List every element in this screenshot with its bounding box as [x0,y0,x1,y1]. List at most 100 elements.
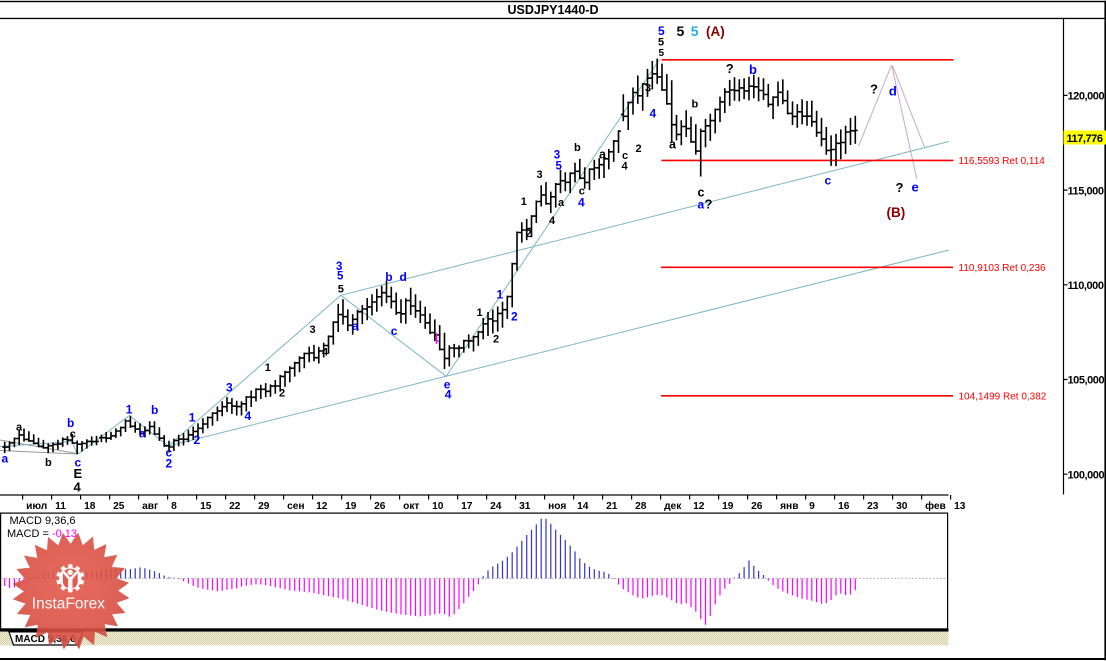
svg-text:5: 5 [691,23,699,39]
svg-text:c: c [579,185,585,197]
svg-text:4: 4 [549,215,556,227]
svg-text:30: 30 [896,501,908,512]
svg-text:23: 23 [867,501,879,512]
svg-text:a: a [558,197,565,209]
svg-text:a: a [352,319,359,333]
svg-text:USDJPY1440-D: USDJPY1440-D [507,3,598,17]
svg-text:4: 4 [74,480,82,495]
svg-text:?: ? [726,61,734,76]
svg-text:105,000: 105,000 [1068,375,1105,387]
svg-text:4: 4 [445,388,452,402]
svg-text:d: d [889,84,897,99]
svg-text:b: b [385,270,392,284]
svg-text:15: 15 [200,501,212,512]
svg-text:3: 3 [336,261,342,273]
svg-text:28: 28 [635,501,647,512]
svg-text:1: 1 [497,288,504,302]
svg-text:a: a [669,138,677,152]
svg-text:c: c [75,456,82,470]
svg-text:2: 2 [526,228,532,240]
svg-text:100,000: 100,000 [1068,469,1105,481]
svg-text:5: 5 [677,23,685,39]
svg-text:3: 3 [226,380,233,394]
svg-text:5: 5 [556,161,563,173]
svg-text:25: 25 [113,501,125,512]
svg-text:9: 9 [809,501,815,512]
svg-text:1: 1 [477,307,483,319]
svg-text:11: 11 [55,501,66,512]
svg-text:e: e [912,180,919,195]
svg-text:2: 2 [493,334,499,346]
svg-text:5: 5 [659,48,665,59]
svg-text:18: 18 [84,501,96,512]
svg-text:2: 2 [194,433,201,447]
svg-text:19: 19 [345,501,357,512]
svg-text:b: b [749,62,757,77]
svg-text:d: d [400,270,407,284]
svg-text:17: 17 [461,501,473,512]
svg-text:InstaForex: InstaForex [32,596,105,613]
svg-text:a: a [139,427,146,441]
svg-text:110,000: 110,000 [1068,280,1104,292]
svg-text:8: 8 [171,501,177,512]
svg-text:5: 5 [658,36,664,48]
svg-text:12: 12 [316,501,328,512]
svg-text:b: b [574,142,581,154]
svg-text:MACD = -0,13: MACD = -0,13 [7,528,77,540]
svg-text:22: 22 [229,501,241,512]
svg-text:b: b [151,403,158,417]
svg-text:3: 3 [537,169,543,181]
svg-text:16: 16 [838,501,850,512]
svg-text:29: 29 [258,501,270,512]
svg-text:c: c [825,174,832,188]
svg-text:MACD 9,36,6: MACD 9,36,6 [15,634,76,645]
svg-text:13: 13 [954,501,966,512]
svg-text:4: 4 [245,409,252,423]
svg-text:b: b [692,98,699,110]
svg-text:c: c [698,185,705,199]
svg-text:авг: авг [142,501,158,512]
svg-text:окт: окт [403,501,419,512]
svg-text:19: 19 [722,501,734,512]
svg-text:дек: дек [664,501,682,512]
svg-text:c: c [166,446,173,460]
svg-text:a: a [2,452,9,466]
svg-text:21: 21 [606,501,618,512]
svg-text:фев: фев [925,500,946,512]
svg-text:c: c [391,324,398,338]
svg-text:5: 5 [338,284,344,296]
svg-text:c: c [622,150,628,162]
svg-text:июл: июл [26,501,47,512]
svg-text:26: 26 [374,501,386,512]
svg-text:5: 5 [658,24,665,38]
svg-text:1: 1 [521,196,527,208]
svg-text:4: 4 [578,196,585,210]
svg-text:янв: янв [780,501,798,512]
svg-text:12: 12 [693,501,705,512]
svg-text:3: 3 [645,83,651,95]
svg-text:e: e [444,377,451,391]
svg-text:1: 1 [265,362,271,374]
svg-text:b: b [67,416,74,430]
svg-text:2: 2 [511,310,518,324]
svg-text:26: 26 [751,501,763,512]
svg-text:a: a [698,198,705,212]
svg-text:1: 1 [189,411,196,425]
svg-text:a: a [599,148,607,162]
svg-text:5: 5 [337,270,344,282]
svg-text:?: ? [705,197,713,212]
svg-text:4: 4 [650,107,657,121]
svg-text:117,776: 117,776 [1067,133,1103,145]
svg-text:MACD 9,36,6: MACD 9,36,6 [10,515,76,527]
svg-text:24: 24 [490,501,502,512]
svg-text:c: c [70,428,76,440]
svg-text:(B): (B) [887,205,906,220]
svg-text:E: E [74,466,83,481]
svg-text:120,000: 120,000 [1068,91,1105,103]
svg-text:4: 4 [622,161,629,173]
svg-text:сен: сен [287,501,305,512]
svg-text:115,000: 115,000 [1068,185,1104,197]
svg-text:31: 31 [519,501,531,512]
svg-text:14: 14 [577,501,589,512]
svg-text:104,1499 Ret 0,382: 104,1499 Ret 0,382 [959,391,1047,402]
